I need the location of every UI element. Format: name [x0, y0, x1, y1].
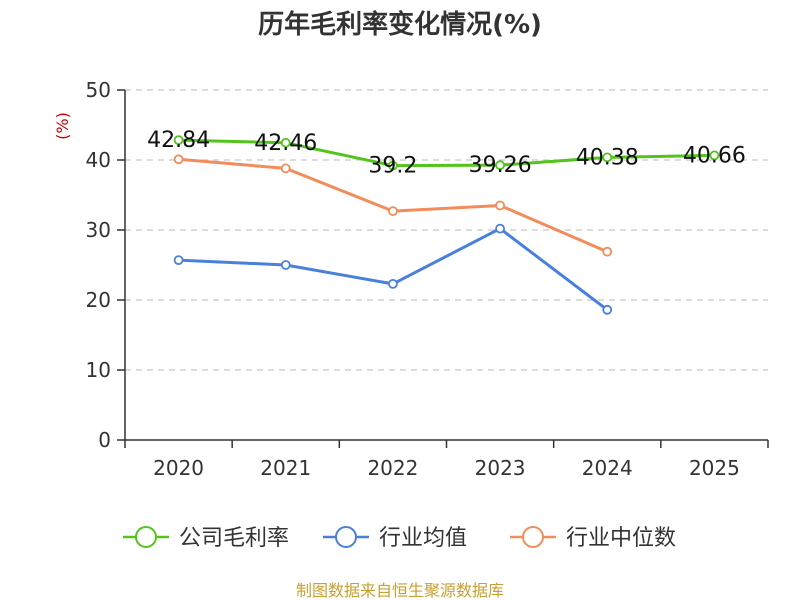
series-line — [178, 138, 715, 168]
y-tick-label: 40 — [86, 148, 111, 172]
data-point — [173, 255, 184, 266]
data-point — [602, 246, 613, 257]
legend-marker — [522, 526, 544, 548]
data-point — [280, 260, 291, 270]
data-point — [602, 304, 613, 315]
legend-marker — [335, 526, 357, 548]
legend-label: 行业均值 — [379, 526, 467, 551]
y-tick-label: 10 — [86, 358, 111, 382]
data-labels: 42.84 42.46 39.2 39.26 40.38 40.66 — [147, 128, 746, 178]
data-label: 42.46 — [254, 131, 317, 156]
data-point — [173, 135, 184, 146]
y-axis-unit: (%) — [53, 112, 72, 140]
data-point — [495, 200, 505, 211]
legend: 公司毛利率 行业均值 行业中位数 — [123, 526, 676, 551]
data-label: 39.26 — [469, 153, 532, 178]
source-note: 制图数据来自恒生聚源数据库 — [296, 581, 504, 600]
data-label: 42.84 — [147, 128, 210, 153]
legend-marker — [135, 526, 157, 548]
data-point — [495, 223, 505, 234]
chart-title: 历年毛利率变化情况(%) — [258, 9, 542, 40]
x-tick-label: 2022 — [367, 456, 418, 480]
y-tick-label: 50 — [86, 78, 111, 102]
data-point — [388, 206, 398, 217]
x-tick-label: 2023 — [475, 456, 526, 480]
x-tick-label: 2024 — [582, 456, 633, 480]
data-label: 40.38 — [576, 145, 639, 170]
data-point — [388, 160, 398, 171]
data-point — [495, 160, 505, 171]
x-tick-label: 2021 — [260, 456, 311, 480]
data-label: 40.66 — [683, 143, 746, 168]
y-tick-label: 0 — [98, 428, 111, 452]
y-tick-label: 20 — [86, 288, 111, 312]
legend-label: 公司毛利率 — [179, 526, 289, 551]
data-label: 39.2 — [368, 154, 417, 179]
gridlines — [125, 89, 768, 371]
data-point — [280, 137, 291, 148]
data-point — [602, 152, 613, 163]
data-point — [388, 278, 398, 289]
data-point — [709, 150, 720, 161]
data-point — [280, 163, 291, 174]
data-point — [173, 154, 184, 165]
series-line — [178, 227, 609, 311]
axes: 0 10 20 30 40 50 2020 2021 2022 2023 2024 2025 — [86, 78, 769, 480]
x-tick-label: 2020 — [153, 456, 204, 480]
y-tick-label: 30 — [86, 218, 111, 242]
series-layer — [173, 135, 720, 315]
legend-label: 行业中位数 — [566, 526, 676, 551]
x-tick-label: 2025 — [689, 456, 740, 480]
